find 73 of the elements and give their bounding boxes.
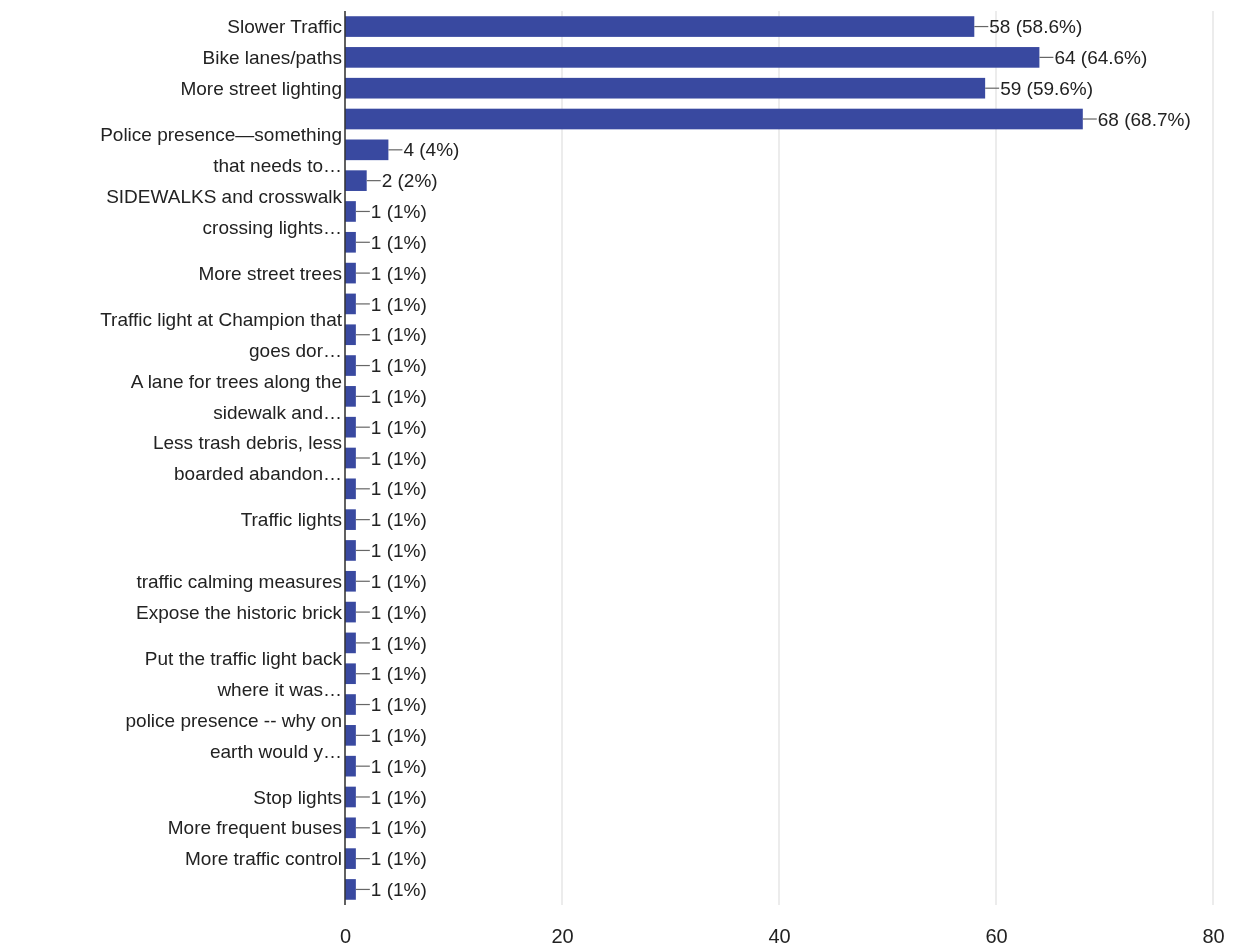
y-tick-label: traffic calming measures <box>136 570 342 592</box>
bar <box>345 570 356 592</box>
bar <box>345 16 975 37</box>
bar <box>345 817 356 839</box>
bar <box>345 170 367 191</box>
bar <box>345 540 356 561</box>
y-tick-label: More street lighting <box>180 77 342 99</box>
y-tick-label: Put the traffic light back where it was… <box>144 647 343 700</box>
bar <box>345 509 356 530</box>
data-label: 1 (1%) <box>370 262 427 284</box>
y-tick-label: Less trash debris, less boarded abandon… <box>152 432 342 485</box>
data-label: 2 (2%) <box>381 170 438 192</box>
bar <box>345 663 356 685</box>
y-tick-label: Slower Traffic <box>227 16 342 38</box>
bar <box>345 108 1083 130</box>
data-label: 1 (1%) <box>370 540 427 562</box>
data-label: 1 (1%) <box>370 694 427 716</box>
data-label: 1 (1%) <box>370 231 427 253</box>
data-label: 1 (1%) <box>370 324 427 346</box>
y-tick-label: More street trees <box>198 262 342 284</box>
x-tick-label: 40 <box>768 925 791 948</box>
data-label: 1 (1%) <box>370 786 427 808</box>
y-tick-label: Stop lights <box>253 786 342 808</box>
data-label: 1 (1%) <box>370 725 427 746</box>
y-tick-label: Traffic lights <box>240 509 342 531</box>
bar <box>345 478 356 500</box>
data-label: 1 (1%) <box>370 355 427 377</box>
data-label: 1 (1%) <box>370 509 427 531</box>
data-label: 4 (4%) <box>403 139 460 161</box>
data-label: 1 (1%) <box>370 447 427 469</box>
bar <box>345 879 356 900</box>
bar <box>345 386 356 407</box>
data-label: 58 (58.6%) <box>989 16 1083 38</box>
data-label: 1 (1%) <box>370 817 427 839</box>
bar <box>345 355 356 376</box>
data-label: 1 (1%) <box>370 879 427 901</box>
bar <box>345 725 356 746</box>
data-label: 1 (1%) <box>370 848 427 870</box>
bar <box>345 694 356 715</box>
y-tick-label: Traffic light at Champion that goes dor… <box>100 308 343 361</box>
y-tick-label: More frequent buses <box>167 817 342 839</box>
data-label: 1 (1%) <box>370 755 427 777</box>
data-label: 1 (1%) <box>370 386 427 408</box>
data-label: 1 (1%) <box>370 201 427 223</box>
x-tick-label: 0 <box>339 925 352 948</box>
bar <box>345 416 356 438</box>
x-tick-label: 60 <box>985 925 1008 948</box>
x-tick-label: 20 <box>551 925 574 948</box>
y-tick-label: Expose the historic brick <box>136 601 343 623</box>
data-label: 59 (59.6%) <box>1000 77 1094 99</box>
y-tick-label: Bike lanes/paths <box>202 47 342 69</box>
y-tick-label: Police presence—something that needs to… <box>100 123 342 176</box>
data-label: 1 (1%) <box>370 632 427 654</box>
data-label: 1 (1%) <box>370 478 427 500</box>
y-tick-label: police presence -- why on earth would y… <box>125 709 342 762</box>
y-tick-label: More traffic control <box>185 848 342 870</box>
x-tick-label: 80 <box>1202 925 1225 948</box>
bar <box>345 201 356 222</box>
data-label: 1 (1%) <box>370 663 427 685</box>
data-label: 1 (1%) <box>370 601 427 623</box>
y-tick-label: SIDEWALKS and crosswalk crossing lights… <box>106 185 343 238</box>
y-tick-label: A lane for trees along the sidewalk and… <box>130 370 342 423</box>
bar <box>345 324 356 346</box>
data-label: 68 (68.7%) <box>1097 108 1191 130</box>
bar <box>345 231 356 253</box>
bar <box>345 77 986 99</box>
bar <box>345 139 389 161</box>
data-label: 64 (64.6%) <box>1054 47 1148 69</box>
data-label: 1 (1%) <box>370 293 427 315</box>
bar <box>345 47 1040 68</box>
bar <box>345 848 356 869</box>
data-label: 1 (1%) <box>370 570 427 592</box>
data-label: 1 (1%) <box>370 416 427 438</box>
